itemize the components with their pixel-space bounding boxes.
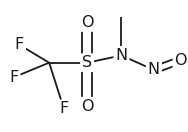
Text: O: O — [81, 99, 93, 114]
Text: S: S — [82, 55, 92, 70]
Text: O: O — [81, 15, 93, 30]
Text: O: O — [174, 53, 187, 68]
Text: N: N — [148, 62, 160, 77]
Text: F: F — [59, 101, 69, 116]
Text: N: N — [115, 48, 127, 63]
Text: F: F — [9, 70, 19, 85]
Text: F: F — [15, 37, 24, 52]
